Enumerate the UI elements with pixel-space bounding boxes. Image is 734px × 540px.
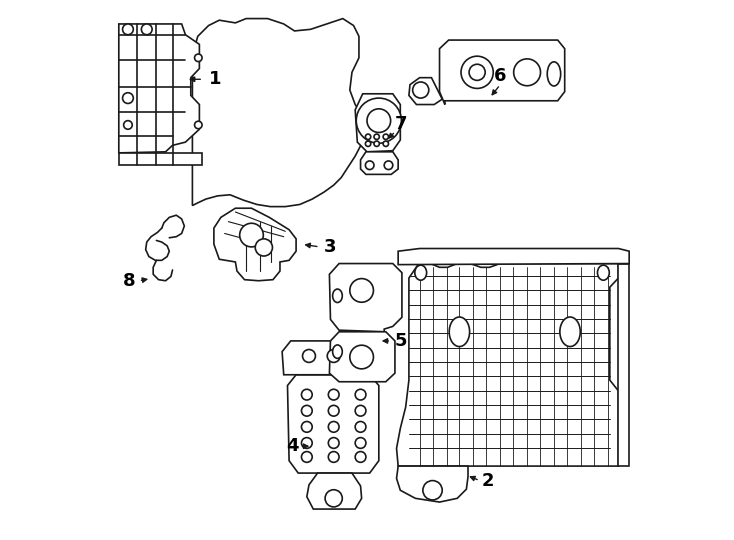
Circle shape: [423, 481, 442, 500]
Circle shape: [123, 24, 134, 35]
Circle shape: [355, 389, 366, 400]
Circle shape: [325, 490, 342, 507]
Text: 7: 7: [395, 115, 407, 133]
Polygon shape: [307, 473, 362, 509]
Polygon shape: [119, 153, 202, 165]
Text: 3: 3: [324, 238, 337, 256]
Circle shape: [302, 422, 312, 432]
Polygon shape: [330, 332, 395, 382]
Polygon shape: [440, 40, 564, 105]
Circle shape: [350, 345, 374, 369]
Circle shape: [142, 24, 152, 35]
Circle shape: [327, 349, 340, 362]
Text: 2: 2: [482, 471, 494, 490]
Circle shape: [302, 437, 312, 448]
Circle shape: [366, 141, 371, 146]
Circle shape: [195, 54, 202, 62]
Ellipse shape: [597, 265, 609, 280]
Circle shape: [255, 239, 272, 256]
Polygon shape: [214, 208, 296, 281]
Circle shape: [374, 141, 379, 146]
Circle shape: [356, 98, 401, 143]
Polygon shape: [619, 264, 629, 466]
Text: 8: 8: [123, 272, 136, 290]
Circle shape: [366, 134, 371, 139]
Ellipse shape: [548, 62, 561, 86]
Circle shape: [366, 161, 374, 170]
Circle shape: [328, 406, 339, 416]
Circle shape: [367, 109, 390, 132]
Ellipse shape: [333, 289, 342, 302]
Polygon shape: [192, 18, 366, 207]
Circle shape: [374, 134, 379, 139]
Circle shape: [302, 406, 312, 416]
Polygon shape: [409, 78, 442, 105]
Circle shape: [514, 59, 540, 86]
Ellipse shape: [449, 317, 470, 347]
Polygon shape: [330, 264, 402, 332]
Circle shape: [383, 141, 388, 146]
Circle shape: [355, 437, 366, 448]
Circle shape: [328, 451, 339, 462]
Circle shape: [195, 121, 202, 129]
Circle shape: [384, 161, 393, 170]
Text: 1: 1: [209, 70, 222, 88]
Polygon shape: [282, 341, 384, 375]
Circle shape: [355, 422, 366, 432]
Ellipse shape: [415, 265, 426, 280]
Polygon shape: [396, 264, 619, 466]
Circle shape: [328, 389, 339, 400]
Polygon shape: [398, 248, 629, 265]
Circle shape: [350, 279, 374, 302]
Text: 4: 4: [286, 437, 299, 455]
Ellipse shape: [333, 345, 342, 359]
Circle shape: [328, 437, 339, 448]
Circle shape: [355, 406, 366, 416]
Circle shape: [302, 389, 312, 400]
Circle shape: [352, 349, 366, 362]
Polygon shape: [355, 94, 400, 152]
Circle shape: [413, 82, 429, 98]
Circle shape: [123, 120, 132, 129]
Text: 5: 5: [395, 332, 407, 350]
Circle shape: [469, 64, 485, 80]
Polygon shape: [119, 24, 200, 153]
Circle shape: [461, 56, 493, 89]
Circle shape: [302, 451, 312, 462]
Text: 6: 6: [494, 66, 506, 85]
Ellipse shape: [560, 317, 581, 347]
Circle shape: [240, 223, 264, 247]
Circle shape: [383, 134, 388, 139]
Polygon shape: [396, 466, 468, 502]
Circle shape: [328, 422, 339, 432]
Circle shape: [302, 349, 316, 362]
Polygon shape: [288, 375, 379, 473]
Circle shape: [123, 93, 134, 104]
Circle shape: [355, 451, 366, 462]
Polygon shape: [360, 152, 398, 174]
